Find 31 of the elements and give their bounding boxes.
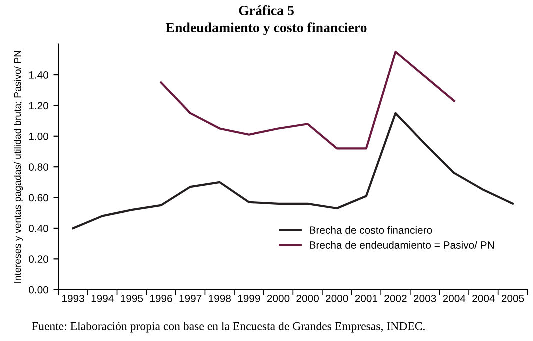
x-tick-label: 1994 [92, 294, 114, 302]
legend-label: Brecha de endeudamiento = Pasivo/ PN [310, 241, 494, 249]
x-tick-label: 2002 [384, 294, 407, 302]
chart-subtitle: Endeudamiento y costo financiero [166, 22, 367, 36]
y-tick-label: 1.40 [29, 72, 48, 79]
y-tick-label: 0.00 [29, 286, 48, 294]
y-tick-label: 0.80 [29, 164, 48, 171]
x-tick-label: 2000 [267, 294, 290, 302]
x-tick-label: 1998 [209, 294, 231, 302]
x-tick-label: 2004 [443, 294, 466, 302]
x-tick-label: 2005 [502, 294, 524, 302]
x-tick-label: 1995 [121, 294, 144, 302]
y-tick-label: 0.60 [29, 194, 48, 202]
legend-label: Brecha de costo financiero [310, 226, 432, 234]
y-tick-label: 1.00 [29, 132, 48, 140]
x-tick-label: 2004 [472, 294, 495, 302]
y-tick-label: 0.20 [29, 256, 48, 264]
x-tick-label: 1999 [238, 294, 260, 302]
x-tick-label: 2001 [355, 294, 378, 302]
y-tick-label: 1.20 [29, 102, 48, 110]
x-tick-label: 1996 [150, 294, 172, 302]
y-tick-label: 0.40 [29, 224, 48, 232]
x-tick-label: 2003 [414, 294, 436, 302]
chart-title: Gráfica 5 [239, 5, 294, 16]
y-axis-title: Intereses y ventas pagadas/ utilidad bruta; Pasivo/ PN [14, 51, 24, 283]
x-tick-label: 1997 [180, 294, 202, 302]
line-series [160, 50, 456, 150]
source-note: Fuente: Elaboración propia con base en la Encuesta de Grandes Empresas, INDEC. [32, 322, 425, 333]
x-tick-label: 2000 [296, 294, 319, 302]
x-tick-label: 1993 [62, 294, 84, 302]
x-tick-label: 2000 [326, 294, 348, 302]
